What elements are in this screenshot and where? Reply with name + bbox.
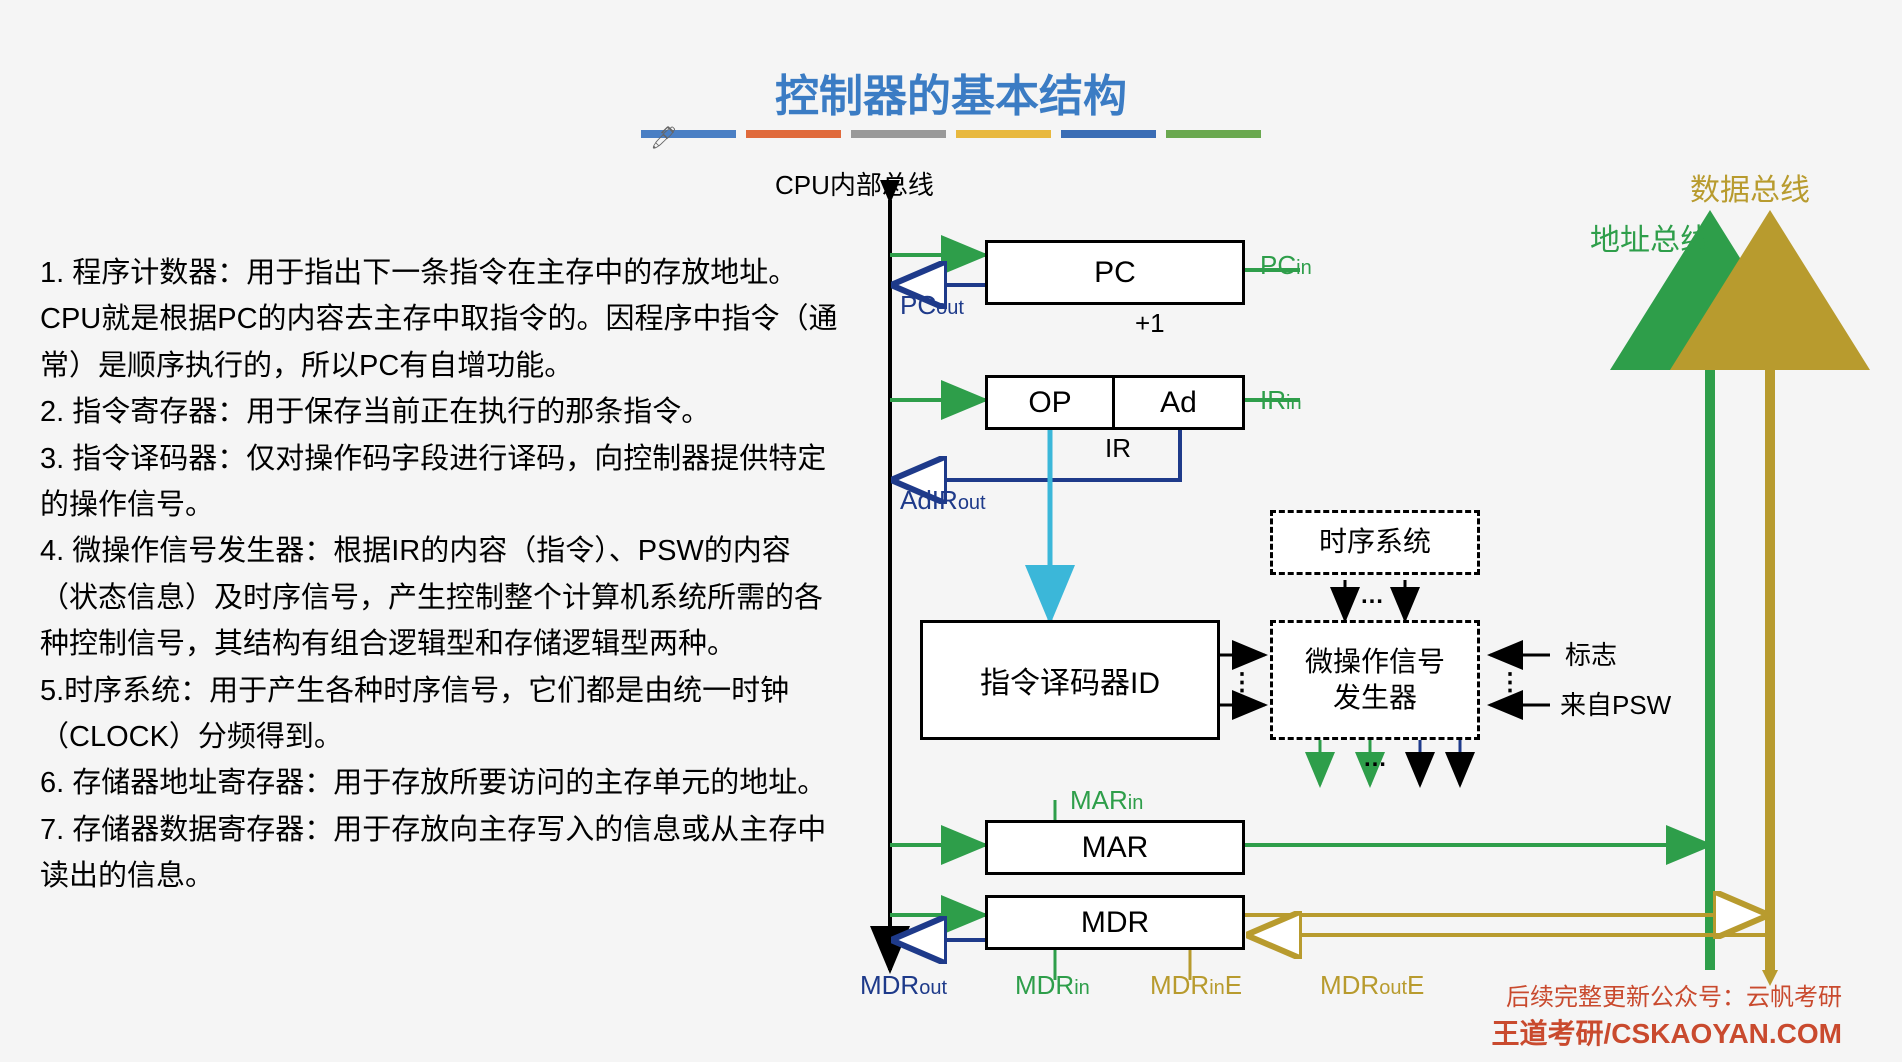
desc-5: 5.时序系统：用于产生各种时序信号，它们都是由统一时钟（CLOCK）分频得到。 bbox=[40, 668, 840, 761]
watermark-1: 后续完整更新公众号：云帆考研 bbox=[1506, 977, 1842, 1012]
data-bus-label: 数据总线 bbox=[1690, 165, 1810, 209]
mdrout-label: MDRout bbox=[860, 970, 947, 1001]
pc-box: PC bbox=[985, 240, 1245, 305]
description-panel: 1. 程序计数器：用于指出下一条指令在主存中的存放地址。CPU就是根据PC的内容… bbox=[40, 250, 840, 899]
pen-icon: 🖊 bbox=[650, 125, 678, 151]
desc-3: 3. 指令译码器：仅对操作码字段进行译码，向控制器提供特定的操作信号。 bbox=[40, 436, 840, 529]
title-underline-bars bbox=[641, 130, 1261, 138]
dots-2: … bbox=[1360, 582, 1384, 610]
pcin-label: PCin bbox=[1260, 250, 1312, 281]
id-box: 指令译码器ID bbox=[920, 620, 1220, 740]
controller-diagram: CPU内部总线 地址总线 数据总线 PC +1 PCin PCout OP Ad… bbox=[790, 180, 1890, 1060]
bar-6 bbox=[1166, 130, 1261, 138]
timing-box: 时序系统 bbox=[1270, 510, 1480, 575]
mdroute-label: MDRoutE bbox=[1320, 970, 1424, 1001]
mdr-box: MDR bbox=[985, 895, 1245, 950]
bar-4 bbox=[956, 130, 1051, 138]
desc-4: 4. 微操作信号发生器：根据IR的内容（指令）、PSW的内容（状态信息）及时序信… bbox=[40, 528, 840, 667]
address-bus-label: 地址总线 bbox=[1590, 215, 1710, 259]
plus1-label: +1 bbox=[1135, 308, 1165, 339]
cpu-bus-label: CPU内部总线 bbox=[775, 165, 934, 202]
irin-label: IRin bbox=[1260, 385, 1302, 416]
psw-label: 来自PSW bbox=[1560, 685, 1671, 722]
flag-label: 标志 bbox=[1565, 635, 1617, 672]
desc-2: 2. 指令寄存器：用于保存当前正在执行的那条指令。 bbox=[40, 389, 840, 435]
mdrin-label: MDRin bbox=[1015, 970, 1090, 1001]
pcout-label: PCout bbox=[900, 290, 964, 321]
micro-op-box: 微操作信号 发生器 bbox=[1270, 620, 1480, 740]
dots-4: … bbox=[1363, 745, 1387, 773]
pc-text: PC bbox=[1094, 256, 1136, 290]
dots-3: ⋮ bbox=[1498, 668, 1522, 697]
marin-label: MARin bbox=[1070, 785, 1143, 816]
bar-5 bbox=[1061, 130, 1156, 138]
bar-3 bbox=[851, 130, 946, 138]
op-box: OP bbox=[985, 375, 1115, 430]
ad-box: Ad bbox=[1112, 375, 1245, 430]
desc-1: 1. 程序计数器：用于指出下一条指令在主存中的存放地址。CPU就是根据PC的内容… bbox=[40, 250, 840, 389]
bar-2 bbox=[746, 130, 841, 138]
desc-6: 6. 存储器地址寄存器：用于存放所要访问的主存单元的地址。 bbox=[40, 760, 840, 806]
dots-1: ⋮ bbox=[1230, 668, 1254, 697]
ir-label: IR bbox=[1105, 433, 1131, 464]
page-title: 控制器的基本结构 bbox=[775, 60, 1127, 124]
adirout-label: AdIRout bbox=[900, 485, 986, 516]
desc-7: 7. 存储器数据寄存器：用于存放向主存写入的信息或从主存中读出的信息。 bbox=[40, 807, 840, 900]
watermark-2: 王道考研/CSKAOYAN.COM bbox=[1491, 1012, 1842, 1052]
mdrine-label: MDRinE bbox=[1150, 970, 1242, 1001]
mar-box: MAR bbox=[985, 820, 1245, 875]
